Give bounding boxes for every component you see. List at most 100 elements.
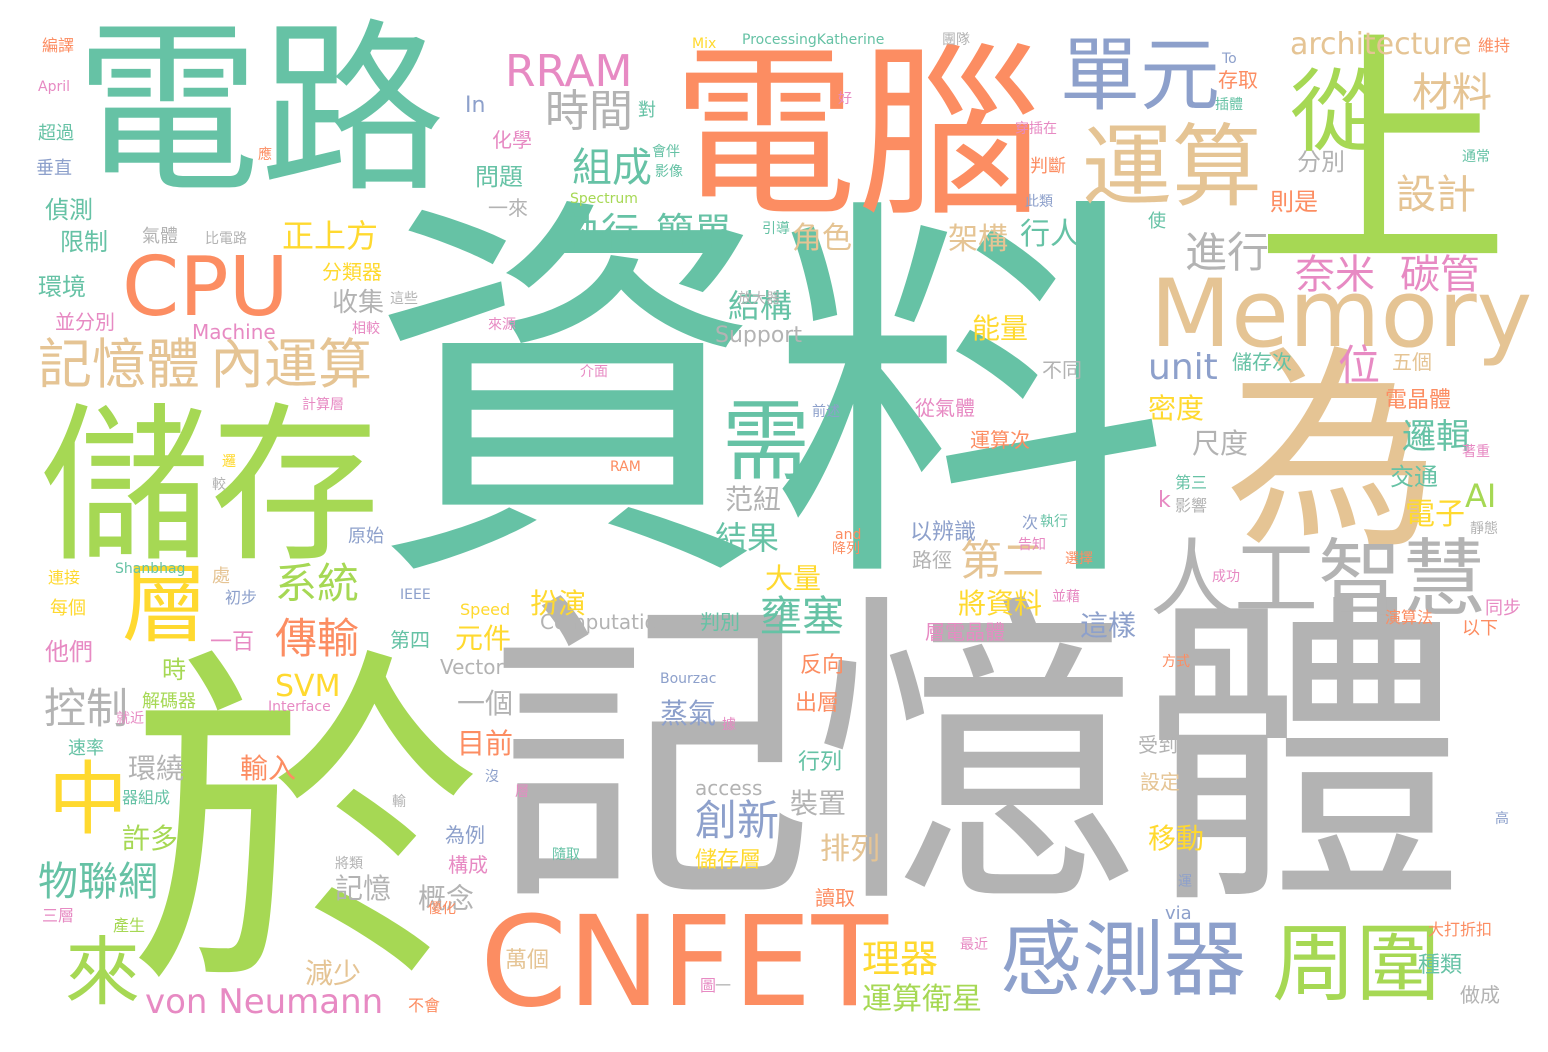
word: k [1158, 488, 1171, 513]
word: unit [1148, 347, 1218, 388]
word: 著重 [1462, 444, 1490, 460]
word: RRAM [505, 46, 633, 97]
word: 蒸氣 [660, 697, 717, 730]
word: Vector [440, 655, 504, 679]
word: 好 [838, 91, 852, 107]
word: 中 [48, 753, 128, 846]
word: 元件 [455, 622, 512, 655]
word: 電路 [75, 2, 445, 218]
word: 於 [128, 620, 483, 1034]
word: 這樣 [1080, 609, 1137, 642]
word: 種類 [1418, 953, 1463, 978]
word: 維持 [1478, 36, 1511, 55]
word: 將類 [335, 856, 363, 872]
word: Bourzac [660, 671, 717, 687]
word: 他們 [45, 638, 93, 666]
word: Spectrum [570, 191, 638, 207]
word: 來 [65, 928, 141, 1016]
word: 一 [715, 976, 732, 995]
word: 放大器 [738, 291, 780, 307]
word: 大打折扣 [1428, 920, 1493, 939]
word: 系統 [275, 559, 360, 608]
word: 做成 [1460, 983, 1500, 1007]
word: ProcessingKatherine [742, 32, 885, 48]
word: Computation [540, 610, 670, 634]
word: To [1222, 51, 1237, 67]
word: 儲存層 [695, 848, 762, 873]
word: 儲存 [40, 388, 381, 586]
word: 奈米 [1295, 252, 1375, 298]
word: AI [1465, 477, 1497, 515]
word: 以辨識 [910, 520, 977, 545]
word: 不會 [408, 996, 441, 1015]
word: 為 [1225, 327, 1440, 578]
word: 移動 [1148, 822, 1205, 855]
word: 記憶體 [490, 568, 1465, 947]
word: 速率 [68, 738, 104, 759]
word: 位 [1338, 341, 1381, 390]
word: 設計 [1396, 172, 1476, 218]
word: 設定 [1140, 770, 1180, 794]
word: 裝置 [790, 787, 847, 820]
word: 上 [1255, 9, 1511, 306]
word: 引導 [762, 221, 790, 237]
word: 一來 [488, 196, 528, 220]
word: 時間 [545, 86, 633, 137]
word: 降列 [832, 541, 860, 557]
word: 來源 [488, 317, 516, 333]
word: 五個 [1392, 350, 1432, 374]
word: 一個 [457, 687, 514, 720]
word: 靜態 [1470, 521, 1498, 537]
word: 許多 [122, 822, 179, 855]
word: 行人 [1020, 217, 1080, 252]
word: Interface [268, 699, 331, 715]
word: 周圍 [1272, 915, 1441, 1013]
word: 以下 [1462, 618, 1498, 639]
word: 運算次 [970, 428, 1030, 452]
word: 團隊 [942, 32, 970, 48]
word: 判別 [700, 610, 740, 634]
word: 化學 [492, 128, 532, 152]
word: access [695, 776, 763, 800]
word: Support [715, 323, 802, 348]
word: von Neumann [145, 982, 384, 1022]
word: 隨取 [552, 847, 580, 863]
word: 影響 [1175, 496, 1208, 515]
word: 方式 [1162, 654, 1190, 670]
word: 傳輸 [275, 614, 360, 663]
word: 運算 [1082, 115, 1262, 220]
word: 偵測 [45, 196, 93, 224]
word: 插體 [1215, 97, 1243, 113]
word: 層 [515, 784, 529, 800]
word: 扮演 [530, 587, 587, 620]
word: Memory [1150, 260, 1533, 369]
word: 一百 [210, 630, 255, 655]
word: 環境 [38, 273, 86, 301]
word: 最近 [960, 937, 988, 953]
word: 演算法 [1385, 608, 1434, 627]
word: 通常 [1462, 149, 1490, 165]
word: 記憶體 [38, 333, 200, 396]
word: 交通 [1390, 463, 1438, 491]
word: 物聯網 [38, 859, 158, 905]
word: 輸 [392, 794, 406, 810]
word: 層電晶體 [925, 620, 1005, 644]
word: 反向 [800, 653, 845, 678]
word: 材料 [1412, 70, 1492, 116]
word: 進行 [1185, 228, 1270, 277]
word: 問題 [475, 163, 523, 191]
word: 連接 [48, 568, 81, 587]
word: 圖 [700, 976, 717, 995]
word: 萬個 [505, 948, 550, 973]
word: 超過 [38, 123, 74, 144]
word: 結構 [728, 287, 793, 325]
word: 就近 [116, 711, 144, 727]
word: 存取 [1218, 68, 1258, 92]
word: Machine [192, 320, 276, 344]
word: 范紐 [725, 483, 782, 516]
word: 相較 [352, 321, 380, 337]
word: 組成 [572, 145, 652, 191]
word: 每個 [50, 598, 86, 619]
word: 控制 [44, 684, 129, 733]
